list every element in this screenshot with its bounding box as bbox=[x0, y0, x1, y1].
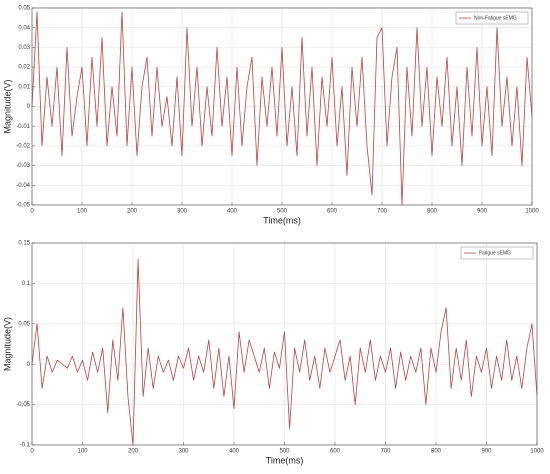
y-tick-label: -0.04 bbox=[16, 183, 30, 189]
y-tick-label: -0.03 bbox=[16, 163, 30, 169]
x-tick-label: 800 bbox=[427, 209, 438, 215]
x-axis-label: Time(ms) bbox=[263, 215, 301, 225]
x-tick-label: 700 bbox=[380, 449, 391, 455]
y-tick-label: 0.01 bbox=[18, 84, 30, 90]
y-tick-label: 0.1 bbox=[22, 281, 31, 287]
x-tick-label: 100 bbox=[77, 209, 88, 215]
x-tick-label: 900 bbox=[477, 209, 488, 215]
y-tick-label: 0 bbox=[27, 104, 31, 110]
x-tick-label: 300 bbox=[177, 209, 188, 215]
x-tick-label: 900 bbox=[481, 449, 492, 455]
x-axis-label: Time(ms) bbox=[266, 455, 304, 465]
y-tick-label: 0.04 bbox=[18, 25, 30, 31]
legend-box bbox=[455, 11, 529, 25]
x-tick-label: 300 bbox=[178, 449, 189, 455]
x-tick-label: 400 bbox=[229, 449, 240, 455]
legend-text: Fatigue sEMG bbox=[479, 250, 511, 256]
x-tick-label: 700 bbox=[377, 209, 388, 215]
y-tick-label: -0.05 bbox=[16, 203, 30, 209]
y-tick-label: 0.05 bbox=[18, 321, 30, 327]
x-tick-label: 1000 bbox=[525, 209, 539, 215]
x-tick-label: 500 bbox=[279, 449, 290, 455]
signal-line bbox=[31, 11, 533, 206]
x-tick-label: 400 bbox=[227, 209, 238, 215]
y-tick-label: -0.01 bbox=[16, 124, 30, 130]
legend-box bbox=[460, 246, 534, 260]
x-tick-label: 100 bbox=[77, 449, 88, 455]
x-tick-label: 600 bbox=[327, 209, 338, 215]
x-tick-label: 600 bbox=[330, 449, 341, 455]
legend-text: Non-Fatigue sEMG bbox=[474, 15, 517, 21]
y-tick-label: 0.02 bbox=[18, 65, 30, 71]
y-tick-label: -0.1 bbox=[20, 443, 31, 449]
y-tick-label: 0.03 bbox=[18, 45, 30, 51]
signal-line bbox=[31, 258, 538, 446]
x-tick-label: 200 bbox=[127, 209, 138, 215]
y-axis-label: Magnitude(V) bbox=[2, 317, 12, 371]
x-tick-label: 500 bbox=[277, 209, 288, 215]
x-tick-label: 0 bbox=[30, 209, 34, 215]
y-tick-label: 0 bbox=[27, 362, 31, 368]
y-axis-label: Magnitude(V) bbox=[2, 79, 12, 133]
axes-frame bbox=[31, 242, 538, 446]
y-tick-label: 0.05 bbox=[18, 6, 30, 12]
x-tick-label: 1000 bbox=[530, 449, 544, 455]
y-tick-label: -0.05 bbox=[16, 402, 30, 408]
y-tick-label: -0.02 bbox=[16, 143, 30, 149]
x-tick-label: 800 bbox=[431, 449, 442, 455]
x-tick-label: 200 bbox=[128, 449, 139, 455]
y-tick-label: 0.15 bbox=[18, 241, 30, 247]
x-tick-label: 0 bbox=[30, 449, 34, 455]
